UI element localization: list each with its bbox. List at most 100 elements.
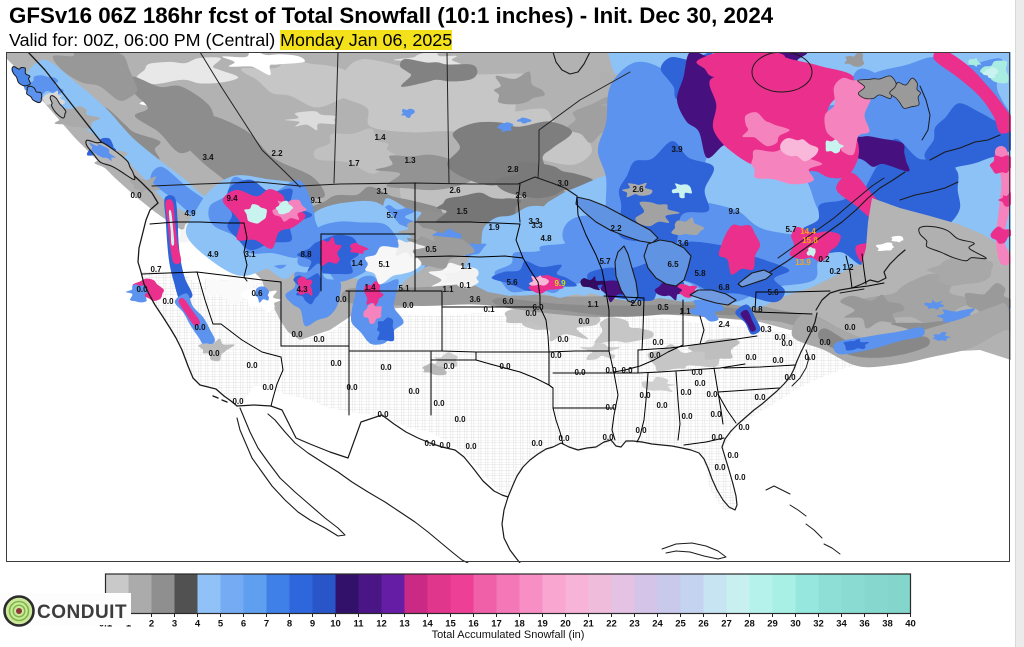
svg-text:0.2: 0.2 — [829, 267, 841, 276]
svg-text:0.0: 0.0 — [711, 433, 723, 442]
svg-text:14.4: 14.4 — [800, 227, 816, 236]
svg-text:1.9: 1.9 — [488, 223, 500, 232]
svg-text:0.0: 0.0 — [136, 285, 148, 294]
svg-text:18: 18 — [514, 619, 525, 630]
svg-text:0.1: 0.1 — [459, 281, 471, 290]
svg-text:0.0: 0.0 — [605, 366, 617, 375]
svg-text:0.0: 0.0 — [574, 368, 586, 377]
svg-text:0.7: 0.7 — [150, 265, 162, 274]
svg-text:0.1: 0.1 — [483, 305, 495, 314]
svg-text:40: 40 — [905, 619, 916, 630]
svg-text:5.6: 5.6 — [506, 278, 518, 287]
svg-text:3.1: 3.1 — [244, 250, 256, 259]
svg-text:5.1: 5.1 — [398, 284, 410, 293]
svg-text:0.0: 0.0 — [408, 387, 420, 396]
svg-text:15.8: 15.8 — [802, 236, 818, 245]
svg-text:0.0: 0.0 — [525, 309, 537, 318]
svg-text:0.6: 0.6 — [251, 289, 263, 298]
svg-text:1.1: 1.1 — [460, 262, 472, 271]
svg-text:27: 27 — [721, 619, 732, 630]
svg-text:0.0: 0.0 — [694, 379, 706, 388]
svg-text:0.0: 0.0 — [819, 338, 831, 347]
svg-text:Total Accumulated Snowfall (in: Total Accumulated Snowfall (in) — [432, 629, 585, 641]
svg-text:0.0: 0.0 — [754, 393, 766, 402]
svg-text:1.1: 1.1 — [587, 300, 599, 309]
svg-text:0.0: 0.0 — [246, 361, 258, 370]
svg-text:13: 13 — [399, 619, 410, 630]
svg-text:0.0: 0.0 — [433, 399, 445, 408]
svg-text:0.0: 0.0 — [439, 441, 451, 450]
svg-text:0.0: 0.0 — [194, 323, 206, 332]
svg-text:0.0: 0.0 — [727, 451, 739, 460]
svg-text:0.0: 0.0 — [557, 335, 569, 344]
svg-text:0.0: 0.0 — [424, 439, 436, 448]
svg-text:1.3: 1.3 — [404, 156, 416, 165]
svg-text:0.0: 0.0 — [602, 433, 614, 442]
svg-text:8.8: 8.8 — [300, 250, 312, 259]
svg-text:3.4: 3.4 — [202, 153, 214, 162]
svg-text:28: 28 — [744, 619, 755, 630]
svg-text:2.6: 2.6 — [632, 185, 644, 194]
svg-text:0.8: 0.8 — [751, 305, 763, 314]
svg-text:0.0: 0.0 — [335, 295, 347, 304]
svg-text:2.0: 2.0 — [630, 299, 642, 308]
svg-text:3: 3 — [172, 619, 177, 630]
svg-text:5: 5 — [218, 619, 224, 630]
svg-text:9: 9 — [310, 619, 315, 630]
svg-text:6.8: 6.8 — [718, 283, 730, 292]
svg-text:2: 2 — [149, 619, 154, 630]
svg-text:0.0: 0.0 — [781, 339, 793, 348]
svg-text:0.0: 0.0 — [291, 330, 303, 339]
svg-text:0.0: 0.0 — [605, 403, 617, 412]
svg-text:0.0: 0.0 — [232, 397, 244, 406]
svg-text:3.3: 3.3 — [531, 221, 543, 230]
svg-text:6: 6 — [241, 619, 246, 630]
svg-text:3.0: 3.0 — [557, 179, 569, 188]
svg-text:12: 12 — [376, 619, 387, 630]
svg-text:0.0: 0.0 — [806, 325, 818, 334]
svg-text:24: 24 — [652, 619, 663, 630]
svg-text:26: 26 — [698, 619, 709, 630]
svg-text:3.6: 3.6 — [469, 295, 481, 304]
svg-text:0.0: 0.0 — [208, 349, 220, 358]
svg-text:1.7: 1.7 — [348, 159, 360, 168]
svg-text:0.0: 0.0 — [691, 368, 703, 377]
svg-text:4.3: 4.3 — [296, 285, 308, 294]
svg-text:6.0: 6.0 — [532, 303, 544, 312]
svg-text:0.0: 0.0 — [313, 335, 325, 344]
svg-text:3.1: 3.1 — [376, 187, 388, 196]
svg-text:7: 7 — [264, 619, 269, 630]
svg-text:0.0: 0.0 — [784, 373, 796, 382]
svg-text:1.1: 1.1 — [679, 307, 691, 316]
svg-text:1.5: 1.5 — [456, 207, 468, 216]
svg-text:23: 23 — [629, 619, 640, 630]
svg-text:5.7: 5.7 — [785, 225, 797, 234]
svg-text:9.1: 9.1 — [310, 196, 322, 205]
svg-text:21: 21 — [583, 619, 594, 630]
svg-text:25: 25 — [675, 619, 686, 630]
svg-text:14: 14 — [422, 619, 433, 630]
svg-text:0.0: 0.0 — [652, 338, 664, 347]
svg-text:0.0: 0.0 — [621, 366, 633, 375]
svg-text:5.1: 5.1 — [378, 260, 390, 269]
svg-text:5.6: 5.6 — [767, 288, 779, 297]
svg-text:0.0: 0.0 — [680, 388, 692, 397]
svg-text:4.9: 4.9 — [184, 209, 196, 218]
svg-text:0.0: 0.0 — [130, 191, 142, 200]
svg-text:15: 15 — [445, 619, 456, 630]
svg-text:0.5: 0.5 — [425, 245, 437, 254]
svg-text:16: 16 — [468, 619, 479, 630]
svg-text:1.1: 1.1 — [442, 285, 454, 294]
svg-text:0.0: 0.0 — [772, 356, 784, 365]
svg-text:2.8: 2.8 — [507, 165, 519, 174]
svg-text:0.0: 0.0 — [454, 415, 466, 424]
svg-text:10: 10 — [330, 619, 341, 630]
svg-text:29: 29 — [767, 619, 778, 630]
svg-text:38: 38 — [882, 619, 893, 630]
svg-text:9.4: 9.4 — [226, 194, 238, 203]
svg-text:0.0: 0.0 — [558, 434, 570, 443]
svg-text:13.9: 13.9 — [795, 258, 811, 267]
svg-text:0.0: 0.0 — [380, 363, 392, 372]
svg-text:0.0: 0.0 — [635, 426, 647, 435]
svg-text:0.0: 0.0 — [262, 383, 274, 392]
